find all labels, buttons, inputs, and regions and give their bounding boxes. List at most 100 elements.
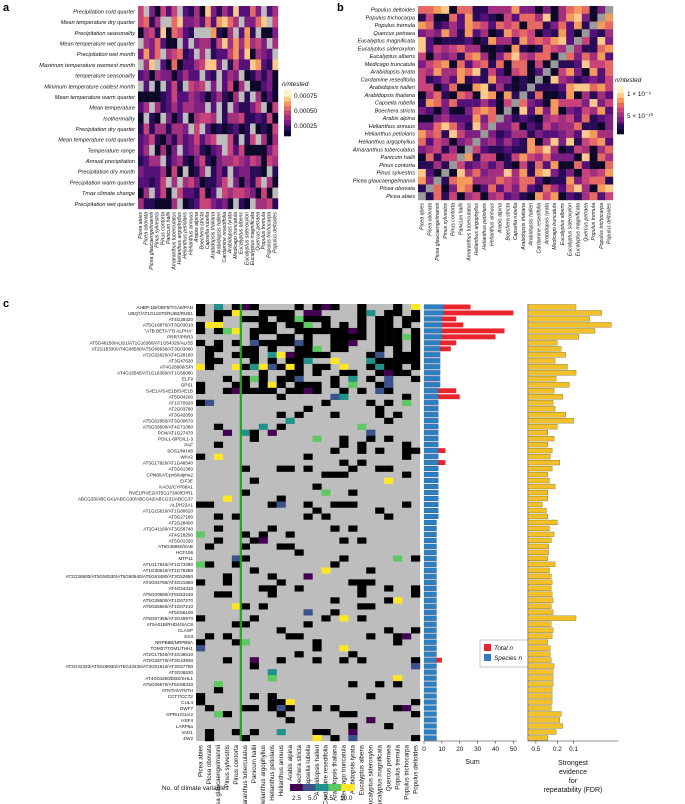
heatmap-a-cell xyxy=(227,16,234,28)
species-n-bar xyxy=(423,304,444,310)
heatmap-b-cell xyxy=(496,130,504,139)
heatmap-a-legend-swatch xyxy=(284,131,291,134)
heatmap-a-cell xyxy=(194,123,200,135)
heatmap-b-cell xyxy=(589,122,598,131)
heatmap-b-cell xyxy=(550,161,559,170)
heatmap-a-cell xyxy=(266,80,273,92)
heatmap-b-cell xyxy=(418,13,426,22)
heatmap-b-cell xyxy=(472,6,481,14)
heatmap-c-cell xyxy=(294,375,304,383)
heatmap-b-cell xyxy=(550,13,559,22)
sum-tick-label: 50 xyxy=(510,746,518,753)
heatmap-c-cell xyxy=(196,304,206,311)
heatmap-c-cell xyxy=(366,363,376,371)
heatmap-b-cell xyxy=(457,161,465,170)
heatmap-b-cell xyxy=(550,153,559,162)
fdr-bar xyxy=(527,489,548,496)
heatmap-b-cell xyxy=(472,21,481,30)
heatmap-c-cell xyxy=(276,423,286,430)
heatmap-c-cell xyxy=(303,465,313,472)
heatmap-c-cell xyxy=(204,321,215,329)
panel-c-fdr-bars: 0.5 0.2 0.1Strongestevidenceforrepeatabili… xyxy=(527,304,618,794)
heatmap-a-cell xyxy=(216,91,223,103)
heatmap-c-gene-label: AT4G26660/SPI xyxy=(160,365,193,370)
heatmap-c-cell xyxy=(348,375,358,383)
heatmap-c-cell xyxy=(348,579,358,586)
heatmap-c-cell xyxy=(411,699,421,706)
species-n-bar xyxy=(423,364,441,370)
heatmap-a-cell xyxy=(166,70,172,81)
heatmap-c-cell xyxy=(303,309,313,317)
heatmap-c-cell xyxy=(258,321,268,329)
heatmap-b-legend-swatch xyxy=(617,86,624,89)
heatmap-c-legend-swatch xyxy=(344,784,348,791)
heatmap-b-cell xyxy=(488,44,497,53)
species-n-bar xyxy=(423,388,439,394)
heatmap-b-cell xyxy=(425,168,434,177)
heatmap-c-gene-label: EX3 xyxy=(184,634,193,639)
heatmap-c-cell xyxy=(312,363,322,371)
heatmap-c-cell xyxy=(321,351,331,359)
heatmap-a-cell xyxy=(188,16,195,28)
fdr-bar xyxy=(527,585,552,591)
heatmap-a-cell xyxy=(182,166,189,178)
heatmap-b-cell xyxy=(464,153,473,162)
heatmap-c-cell xyxy=(357,315,367,323)
heatmap-b-cell xyxy=(550,184,559,193)
species-n-bar xyxy=(423,310,444,316)
heatmap-a-cell xyxy=(188,187,195,199)
heatmap-b-cell xyxy=(597,44,606,53)
heatmap-a-cell xyxy=(210,91,217,103)
species-n-bar xyxy=(423,729,437,735)
heatmap-c-cell xyxy=(294,339,304,347)
heatmap-a-cell xyxy=(244,70,251,81)
heatmap-b-cell xyxy=(457,153,465,162)
fdr-bar xyxy=(527,543,549,549)
heatmap-a-cell xyxy=(261,144,267,156)
species-n-bar xyxy=(423,561,437,567)
heatmap-b-cell xyxy=(488,60,497,69)
heatmap-c-cell xyxy=(249,387,259,394)
heatmap-a-cell xyxy=(250,155,256,167)
heatmap-a-cell xyxy=(182,80,189,92)
heatmap-a-cell xyxy=(266,27,273,39)
heatmap-c-cell xyxy=(384,381,394,389)
heatmap-c-cell xyxy=(411,663,421,670)
heatmap-c-cell xyxy=(294,369,304,377)
heatmap-b-cell xyxy=(480,106,489,115)
heatmap-a-cell xyxy=(222,102,228,114)
heatmap-b-row-label: Quercus petraea xyxy=(373,31,415,37)
heatmap-a-cell xyxy=(227,123,234,135)
heatmap-a-cell xyxy=(199,27,206,39)
heatmap-b-cell xyxy=(441,29,450,38)
heatmap-b-cell xyxy=(511,153,520,162)
heatmap-b-cell xyxy=(566,6,575,14)
heatmap-a-cell xyxy=(244,134,251,146)
heatmap-b-cell xyxy=(550,130,559,139)
heatmap-a-row-label: Mean temperature wet quarter xyxy=(60,42,136,48)
heatmap-a-cell xyxy=(261,27,267,39)
fdr-bar xyxy=(527,603,552,609)
heatmap-c-cell xyxy=(312,483,322,490)
heatmap-c-cell xyxy=(204,345,215,353)
heatmap-b-cell xyxy=(418,29,426,38)
species-n-bar xyxy=(423,507,439,514)
heatmap-a-cell xyxy=(216,134,223,146)
heatmap-b-cell xyxy=(433,161,442,170)
heatmap-a-cell xyxy=(266,155,273,167)
heatmap-b-cell xyxy=(581,37,590,45)
heatmap-c-cell xyxy=(303,501,313,508)
heatmap-b-cell xyxy=(511,44,520,53)
heatmap-a-cell xyxy=(182,48,189,60)
heatmap-a-cell xyxy=(177,102,183,114)
heatmap-b-cell xyxy=(581,99,590,108)
heatmap-b-cell xyxy=(488,6,497,14)
heatmap-c-gene-label: AT2G42320/AT5G06930/AT5G43230/AT3G01810/… xyxy=(66,664,194,669)
heatmap-b-cell xyxy=(574,192,582,201)
heatmap-c-cell xyxy=(393,597,403,604)
heatmap-a-cell xyxy=(222,59,228,71)
heatmap-c-gene-label: HCF106 xyxy=(176,550,194,555)
heatmap-b-cell xyxy=(581,137,590,146)
heatmap-a-cell xyxy=(227,176,234,188)
heatmap-c-cell xyxy=(330,561,340,568)
